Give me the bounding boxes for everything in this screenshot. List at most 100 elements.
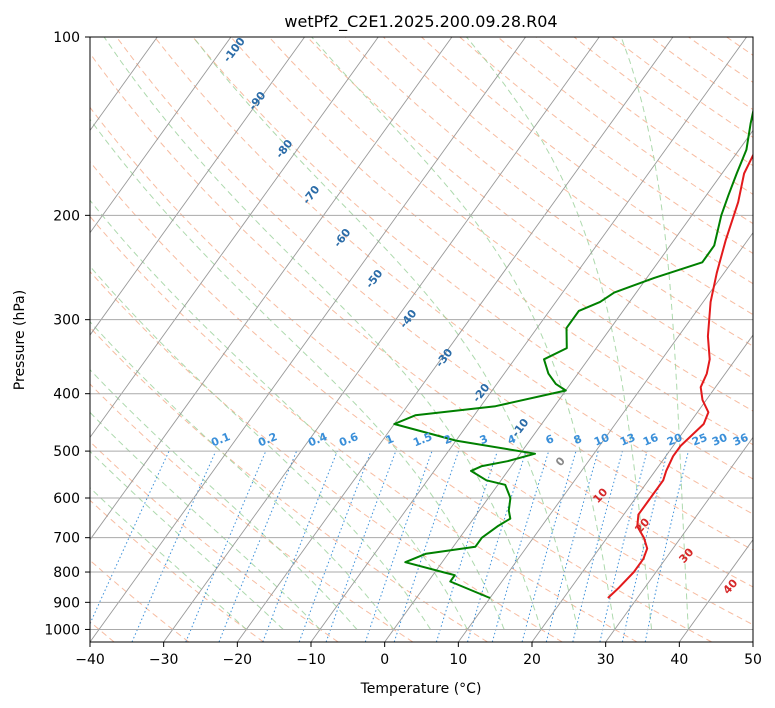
dry-adiabat-line bbox=[90, 270, 563, 642]
x-tick-label: −30 bbox=[149, 652, 179, 668]
moist-adiabat-line bbox=[90, 411, 321, 630]
x-tick-label: −10 bbox=[296, 652, 326, 668]
chart-title: wetPf2_C2E1.2025.200.09.28.R04 bbox=[284, 12, 557, 32]
dry-adiabat-line bbox=[90, 106, 753, 626]
isotherm-line bbox=[90, 37, 379, 439]
mixing-ratio-label: 6 bbox=[544, 432, 556, 447]
mixing-ratio-line bbox=[298, 450, 372, 642]
x-axis: −40 −30 −20 −10 0 10 20 30 40 50 bbox=[75, 642, 762, 668]
y-tick-label: 900 bbox=[53, 595, 80, 611]
warm-isotherm-label: 30 bbox=[676, 545, 696, 565]
dry-adiabat-line bbox=[383, 37, 753, 316]
dry-adiabat-line bbox=[306, 37, 753, 379]
isotherm-line bbox=[752, 641, 753, 642]
mixing-ratio-line bbox=[491, 450, 550, 642]
mixing-ratio-label: 8 bbox=[572, 432, 584, 447]
x-tick-label: −40 bbox=[75, 652, 105, 668]
isotherm-line bbox=[90, 37, 453, 541]
mixing-ratio-label: 1 bbox=[384, 432, 396, 447]
isotherm-line bbox=[90, 37, 526, 642]
dewpoint-line bbox=[393, 107, 753, 599]
isotherm-label: -60 bbox=[331, 226, 354, 250]
mixing-ratio-line bbox=[621, 450, 669, 642]
plot-frame bbox=[89, 36, 754, 643]
mixing-ratio-line bbox=[545, 450, 599, 642]
warm-isotherm-label: 10 bbox=[590, 485, 610, 505]
dry-adiabat-line bbox=[90, 161, 712, 642]
mixing-ratio-line bbox=[185, 450, 267, 642]
isotherm-line bbox=[90, 37, 232, 234]
x-axis-label: Temperature (°C) bbox=[360, 681, 482, 697]
dry-adiabat-line bbox=[90, 52, 753, 588]
x-tick-label: 10 bbox=[449, 652, 467, 668]
warm-isotherm-label: 20 bbox=[632, 515, 652, 535]
moist-adiabat-line bbox=[90, 369, 358, 630]
isotherm-label: -50 bbox=[363, 267, 386, 291]
moist-adiabat-line bbox=[90, 265, 431, 630]
mixing-ratio-label: 2 bbox=[442, 432, 454, 447]
dry-adiabat-line bbox=[154, 37, 753, 515]
dry-adiabat-line bbox=[688, 37, 753, 83]
mixing-ratio-label: 0.4 bbox=[306, 430, 329, 449]
dry-adiabat-line bbox=[421, 37, 753, 285]
moist-adiabat-line bbox=[620, 37, 689, 630]
y-axis-label: Pressure (hPa) bbox=[12, 290, 28, 390]
mixing-ratio-label: 3 bbox=[478, 432, 490, 447]
x-tick-label: 0 bbox=[380, 652, 389, 668]
moist-adiabat-line bbox=[90, 487, 247, 630]
moist-adiabat-line bbox=[90, 118, 505, 630]
grid-lines bbox=[0, 37, 753, 642]
x-tick-label: 40 bbox=[670, 652, 688, 668]
dry-adiabat-line bbox=[459, 37, 753, 254]
y-tick-label: 1000 bbox=[44, 622, 80, 638]
y-tick-label: 700 bbox=[53, 531, 80, 547]
dry-adiabat-line bbox=[650, 37, 753, 111]
mixing-ratio-label: 36 bbox=[731, 431, 750, 449]
isotherm-line bbox=[531, 334, 753, 642]
mixing-ratio-line bbox=[325, 450, 397, 642]
dry-adiabat-line bbox=[90, 326, 488, 642]
y-tick-label: 300 bbox=[53, 313, 80, 329]
mixing-ratio-line bbox=[364, 450, 433, 642]
mixing-ratio-label: 30 bbox=[710, 431, 729, 449]
dry-adiabat-line bbox=[90, 499, 264, 642]
isotherm-line bbox=[0, 37, 10, 642]
mixing-ratio-label: 25 bbox=[690, 431, 709, 449]
mixing-ratio-line bbox=[572, 450, 623, 642]
x-tick-label: 20 bbox=[523, 652, 541, 668]
moist-adiabat-line bbox=[192, 37, 579, 630]
isotherm-line bbox=[236, 37, 674, 642]
mixing-ratio-line bbox=[90, 450, 170, 625]
isotherm-line bbox=[678, 538, 753, 642]
y-tick-label: 400 bbox=[53, 387, 80, 403]
background-lines bbox=[90, 37, 775, 642]
mixing-ratio-label: 0.1 bbox=[209, 430, 232, 449]
mixing-ratio-line bbox=[131, 450, 217, 642]
mixing-ratio-line bbox=[599, 450, 648, 642]
dry-adiabat-line bbox=[765, 37, 775, 642]
isotherm-line bbox=[163, 37, 600, 642]
y-axis: 100 200 300 400 500 600 700 800 900 1000 bbox=[44, 30, 90, 638]
dry-adiabat-line bbox=[268, 37, 753, 412]
series-lines bbox=[393, 107, 753, 599]
x-tick-label: 50 bbox=[744, 652, 762, 668]
dry-adiabat-line bbox=[90, 440, 339, 642]
mixing-ratio-label: 0.2 bbox=[256, 430, 279, 449]
x-tick-label: 30 bbox=[597, 652, 615, 668]
dry-adiabat-line bbox=[192, 37, 753, 480]
isotherm-line bbox=[457, 231, 753, 642]
y-tick-label: 800 bbox=[53, 565, 80, 581]
y-tick-label: 200 bbox=[53, 208, 80, 224]
moist-adiabat-line bbox=[311, 37, 616, 630]
y-tick-label: 500 bbox=[53, 444, 80, 460]
warm-isotherm-label: 0 bbox=[553, 454, 568, 469]
mixing-ratio-line bbox=[644, 450, 689, 642]
temperature-line bbox=[607, 153, 753, 599]
isotherm-label: -40 bbox=[397, 307, 420, 331]
dry-adiabat-line bbox=[230, 37, 753, 446]
moist-adiabat-line bbox=[90, 321, 395, 630]
warm-isotherm-label: 40 bbox=[720, 576, 740, 596]
dry-adiabat-line bbox=[497, 37, 753, 225]
dry-adiabat-line bbox=[90, 383, 414, 642]
dry-adiabat-line bbox=[90, 215, 638, 642]
